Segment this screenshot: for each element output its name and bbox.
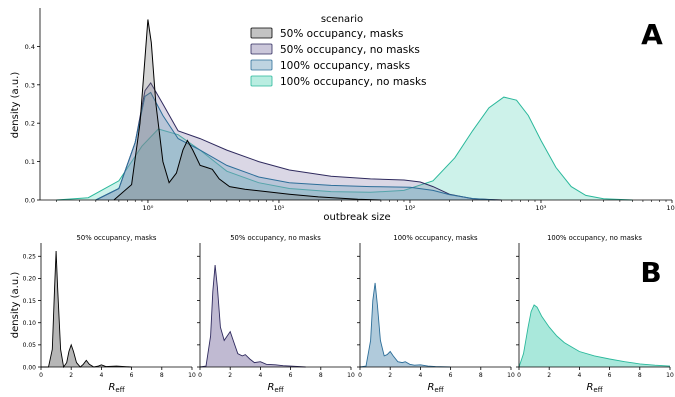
subplot-x-tick-label: 6 — [289, 372, 293, 379]
subplot-x-tick-label: 10 — [666, 372, 674, 379]
subplot-xlabel: Reff — [108, 382, 124, 394]
panel-a-axes: 0.0 0.1 0.2 0.3 0.4 10⁰ 10¹ 10² 10³ 10⁴ — [25, 8, 675, 212]
subplot-x-tick-label: 4 — [258, 372, 262, 379]
legend-swatch-100-masks — [250, 59, 273, 71]
series-line-50-occupancy-masks — [113, 19, 381, 201]
subplot-y-tick-label: 0.00 — [23, 364, 37, 371]
panel-a-letter: A — [641, 18, 663, 51]
legend-swatch-100-no-masks — [250, 75, 273, 87]
subplot-y-tick-label: 0.10 — [23, 320, 37, 327]
panel-a-x-tick-label: 10² — [405, 204, 416, 212]
subplot-x-tick-label: 6 — [608, 372, 612, 379]
subplot-x-tick-label: 0 — [517, 372, 521, 379]
legend-title: scenario — [321, 14, 363, 25]
subplot-title: 100% occupancy, masks — [393, 234, 478, 242]
series-line-50-occupancy-no-masks — [95, 81, 502, 201]
series-line-100-occupancy-no-masks — [56, 96, 633, 201]
subplot-title: 100% occupancy, no masks — [547, 234, 642, 242]
panel-a-y-tick-label: 0.4 — [25, 43, 35, 51]
panel-b-subplot-50-occupancy-masks: 0 2 4 6 8 10 0.00 0.05 0.10 0.15 0.20 0.25 50% occup… — [23, 234, 196, 394]
subplot-x-tick-label: 4 — [577, 372, 581, 379]
panel-a-xlabel: outbreak size — [323, 212, 390, 223]
subplot-x-tick-label: 2 — [69, 372, 73, 379]
subplot-xlabel-main: R — [427, 382, 434, 393]
subplot-x-tick-label: 10 — [507, 372, 515, 379]
panel-b-subplot-100-occupancy-no-masks: 0 2 4 6 8 10 100% occupancy, no masks Reff — [516, 234, 674, 394]
subplot-y-tick-label: 0.05 — [23, 342, 37, 349]
panel-a-x-tick-label: 10⁰ — [142, 204, 153, 212]
subplot-x-tick-label: 0 — [39, 372, 43, 379]
panel-a-x-tick-label: 10¹ — [274, 204, 285, 212]
series-line-50-occupancy-masks — [41, 250, 132, 369]
subplot-x-tick-label: 2 — [388, 372, 392, 379]
subplot-x-tick-label: 10 — [347, 372, 355, 379]
subplot-xlabel-main: R — [586, 382, 593, 393]
legend-label-50-masks: 50% occupancy, masks — [280, 28, 403, 40]
panel-a-x-tick-label: 10⁴ — [667, 204, 675, 212]
subplot-xlabel-main: R — [108, 382, 115, 393]
series-area-100-occupancy-masks — [360, 282, 451, 367]
legend-label-100-masks: 100% occupancy, masks — [280, 60, 410, 72]
subplot-x-tick-label: 6 — [449, 372, 453, 379]
legend-swatch-50-no-masks — [250, 43, 273, 55]
panel-a-y-tick-label: 0.0 — [25, 197, 35, 205]
legend-label-50-no-masks: 50% occupancy, no masks — [280, 44, 420, 56]
series-area-100-occupancy-no-masks — [56, 97, 633, 200]
panel-b: 0 2 4 6 8 10 0.00 0.05 0.10 0.15 0.20 0.25 50% occup… — [10, 234, 674, 394]
series-line-100-occupancy-masks — [359, 282, 451, 368]
panel-b-ylabel: density (a.u.) — [10, 272, 21, 339]
subplot-xlabel: Reff — [267, 382, 283, 394]
subplot-x-tick-label: 2 — [547, 372, 551, 379]
panel-a-y-tick-label: 0.1 — [25, 158, 35, 166]
subplot-x-tick-label: 6 — [130, 372, 134, 379]
subplot-x-tick-label: 4 — [99, 372, 103, 379]
panel-a-density-areas — [56, 19, 633, 201]
subplot-title: 50% occupancy, no masks — [230, 234, 321, 242]
panel-a: 0.0 0.1 0.2 0.3 0.4 10⁰ 10¹ 10² 10³ 10⁴ outbreak … — [10, 8, 675, 223]
subplot-xlabel-subscript: eff — [115, 386, 124, 394]
subplot-title: 50% occupancy, masks — [77, 234, 157, 242]
subplot-x-tick-label: 8 — [479, 372, 483, 379]
series-line-100-occupancy-no-masks — [518, 304, 671, 368]
panel-a-x-tick-label: 10³ — [536, 204, 547, 212]
subplot-xlabel-subscript: eff — [593, 386, 602, 394]
subplot-x-tick-label: 8 — [319, 372, 323, 379]
subplot-xlabel-subscript: eff — [274, 386, 283, 394]
subplot-x-tick-label: 8 — [160, 372, 164, 379]
panel-b-subplot-100-occupancy-masks: 0 2 4 6 8 10 100% occupancy, masks Reff — [357, 234, 515, 394]
subplot-xlabel-subscript: eff — [434, 386, 443, 394]
series-area-50-occupancy-no-masks — [200, 265, 306, 367]
panel-a-y-tick-label: 0.3 — [25, 81, 35, 89]
series-line-50-occupancy-no-masks — [199, 265, 306, 368]
panel-b-subplot-50-occupancy-no-masks: 0 2 4 6 8 10 50% occupancy, no masks Reff — [197, 234, 355, 394]
subplot-xlabel-main: R — [267, 382, 274, 393]
panel-a-legend: scenario 50% occupancy, masks 50% occupa… — [250, 14, 427, 88]
subplot-xlabel: Reff — [427, 382, 443, 394]
subplot-x-tick-label: 8 — [638, 372, 642, 379]
subplot-y-tick-label: 0.15 — [23, 298, 37, 305]
panel-a-y-tick-label: 0.2 — [25, 120, 35, 128]
series-area-50-occupancy-masks — [113, 19, 381, 200]
legend-swatch-50-masks — [250, 27, 273, 39]
subplot-x-tick-label: 2 — [228, 372, 232, 379]
subplot-y-tick-label: 0.25 — [23, 254, 37, 261]
subplot-y-tick-label: 0.20 — [23, 276, 37, 283]
subplot-xlabel: Reff — [586, 382, 602, 394]
panel-b-letter: B — [640, 256, 661, 289]
series-line-100-occupancy-masks — [95, 91, 496, 201]
subplot-x-tick-label: 0 — [198, 372, 202, 379]
panel-b-subplots: 0 2 4 6 8 10 0.00 0.05 0.10 0.15 0.20 0.25 50% occup… — [23, 234, 674, 394]
subplot-x-tick-label: 10 — [188, 372, 196, 379]
legend-label-100-no-masks: 100% occupancy, no masks — [280, 76, 427, 88]
series-area-50-occupancy-no-masks — [95, 82, 502, 200]
subplot-x-tick-label: 4 — [418, 372, 422, 379]
series-area-100-occupancy-no-masks — [519, 305, 670, 367]
panel-a-ylabel: density (a.u.) — [10, 72, 21, 139]
series-area-100-occupancy-masks — [95, 92, 496, 200]
subplot-x-tick-label: 0 — [358, 372, 362, 379]
